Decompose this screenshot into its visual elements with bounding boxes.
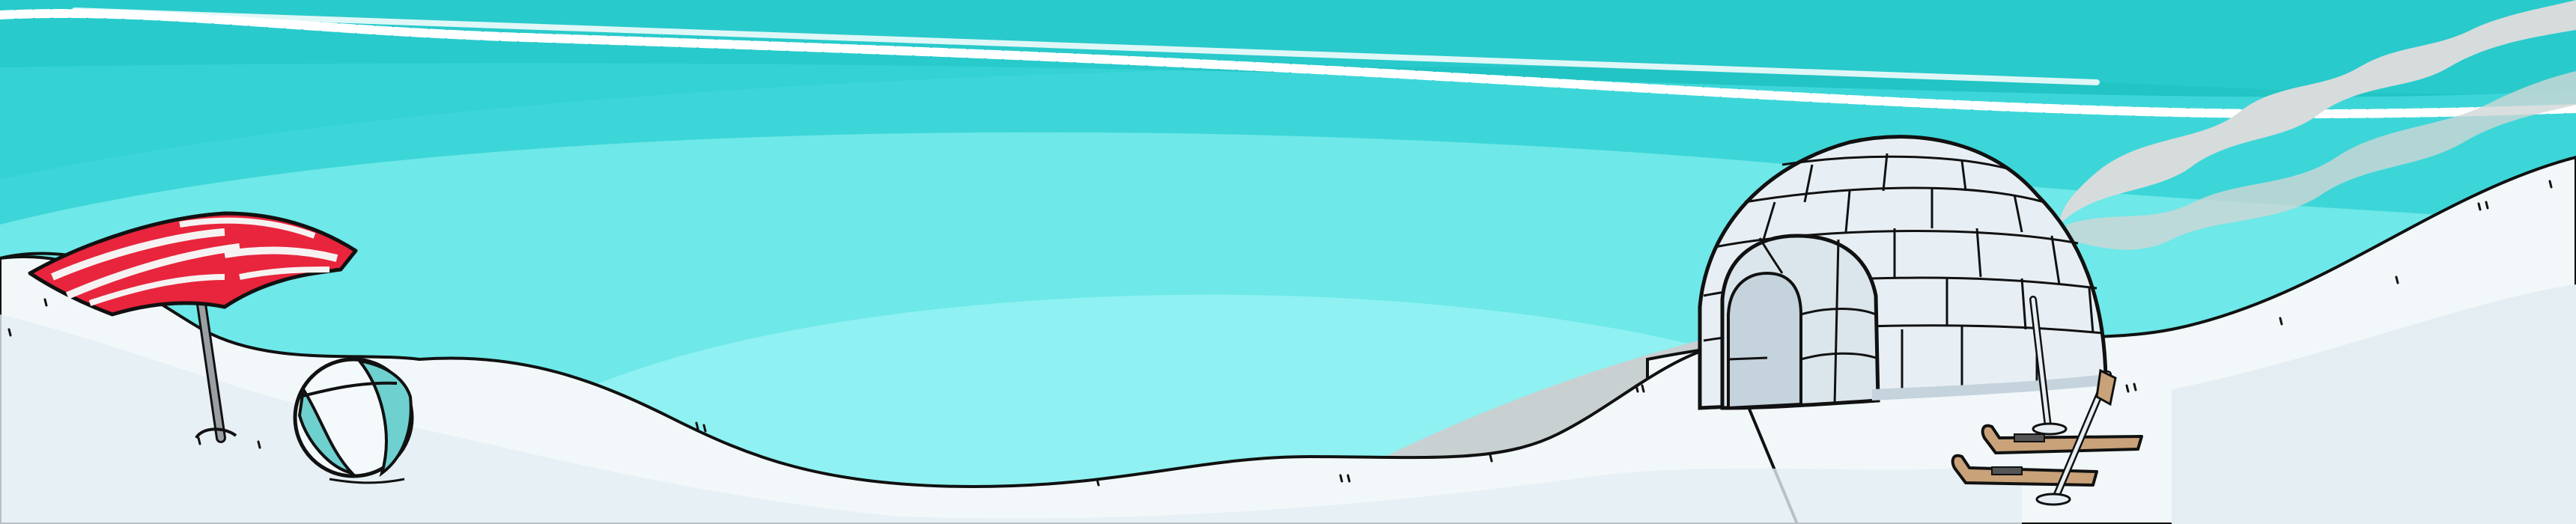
beach-umbrella (28, 211, 358, 443)
ski-upper (1981, 424, 2143, 454)
igloo (1698, 135, 2108, 410)
umbrella-base-mound (195, 427, 237, 439)
snow-texture-marks (7, 180, 2553, 487)
smoke-lower-trail (2067, 71, 2576, 250)
snow-front-shadow (0, 314, 2022, 524)
snow-back-shadow (2172, 284, 2576, 524)
igloo-doorway (1727, 271, 1802, 410)
beach-ball (293, 357, 414, 484)
chimney-smoke (2059, 0, 2576, 225)
ski-poles (2029, 296, 2117, 506)
cloud-stripe-upper (72, 7, 2100, 85)
igloo-shadow-base (1872, 374, 2106, 400)
